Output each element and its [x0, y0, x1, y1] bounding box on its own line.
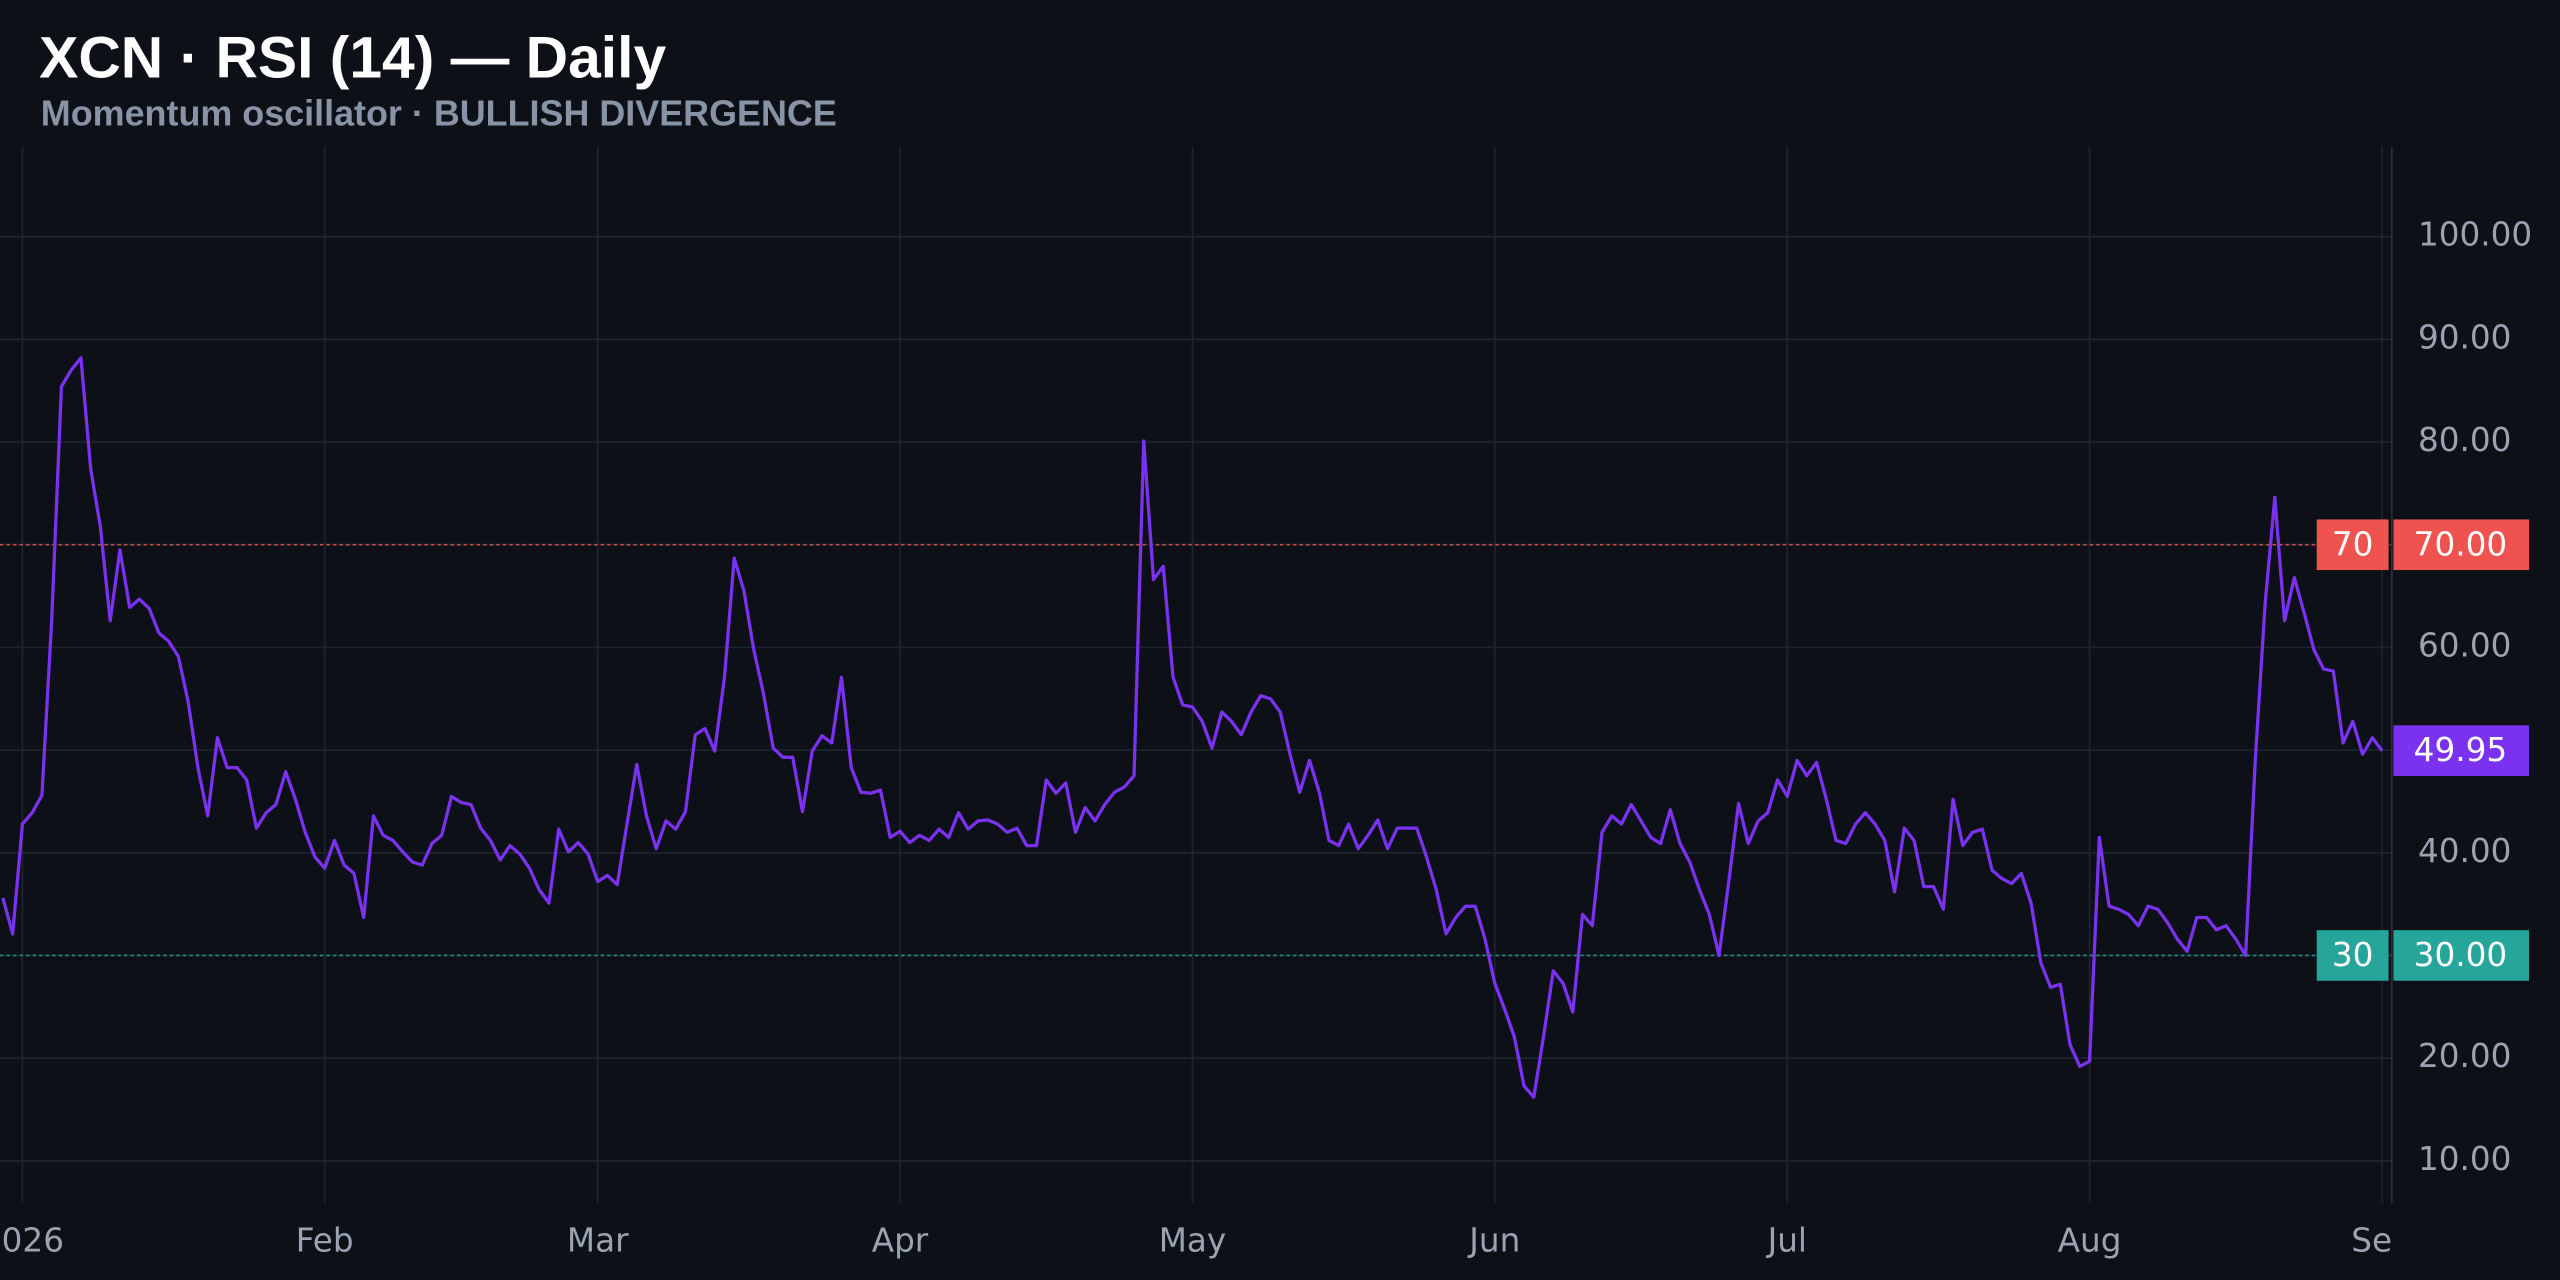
chart-title: XCN · RSI (14) — Daily	[39, 26, 666, 91]
grid	[0, 146, 2392, 1204]
level-name: 70	[2332, 525, 2374, 563]
x-tick-label: Sep	[2351, 1221, 2413, 1259]
level-value-badge	[2393, 519, 2529, 571]
x-tick-label: Apr	[872, 1221, 929, 1259]
level-name: 30	[2332, 936, 2374, 974]
x-tick-label: 2026	[0, 1221, 64, 1259]
x-tick-label: Feb	[296, 1221, 354, 1259]
level-label: 70.00	[2414, 525, 2507, 563]
y-tick-label: 100.00	[2418, 216, 2532, 254]
chart-subtitle: Momentum oscillator · BULLISH DIVERGENCE	[41, 92, 837, 133]
last-value-badge	[2393, 725, 2529, 776]
level-badge	[2316, 519, 2389, 571]
last-value-label: 49.95	[2414, 731, 2507, 769]
x-tick-label: Jun	[1467, 1221, 1520, 1259]
y-tick-label: 90.00	[2418, 318, 2511, 356]
rsi-line	[1, 356, 2384, 1099]
x-axis: 2026 Feb Mar Apr May Jun Jul Aug Sep	[0, 1221, 2413, 1259]
level-value-badge	[2393, 930, 2529, 981]
level-badge	[2316, 930, 2389, 981]
y-tick-label: 20.00	[2418, 1037, 2511, 1075]
y-tick-label: 60.00	[2418, 626, 2511, 664]
level-label: 30.00	[2414, 936, 2507, 974]
levels	[0, 543, 2392, 957]
x-tick-label: May	[1159, 1221, 1226, 1259]
y-tick-label: 40.00	[2418, 832, 2511, 870]
y-tick-label: 80.00	[2418, 421, 2511, 459]
x-tick-label: Aug	[2058, 1221, 2122, 1259]
x-tick-label: Mar	[567, 1221, 629, 1259]
y-tick-label: 10.00	[2418, 1140, 2511, 1178]
series	[1, 356, 2384, 1099]
badges: 70 70.00 30 30.00 49.95	[2316, 519, 2529, 981]
x-tick-label: Jul	[1766, 1221, 1807, 1259]
